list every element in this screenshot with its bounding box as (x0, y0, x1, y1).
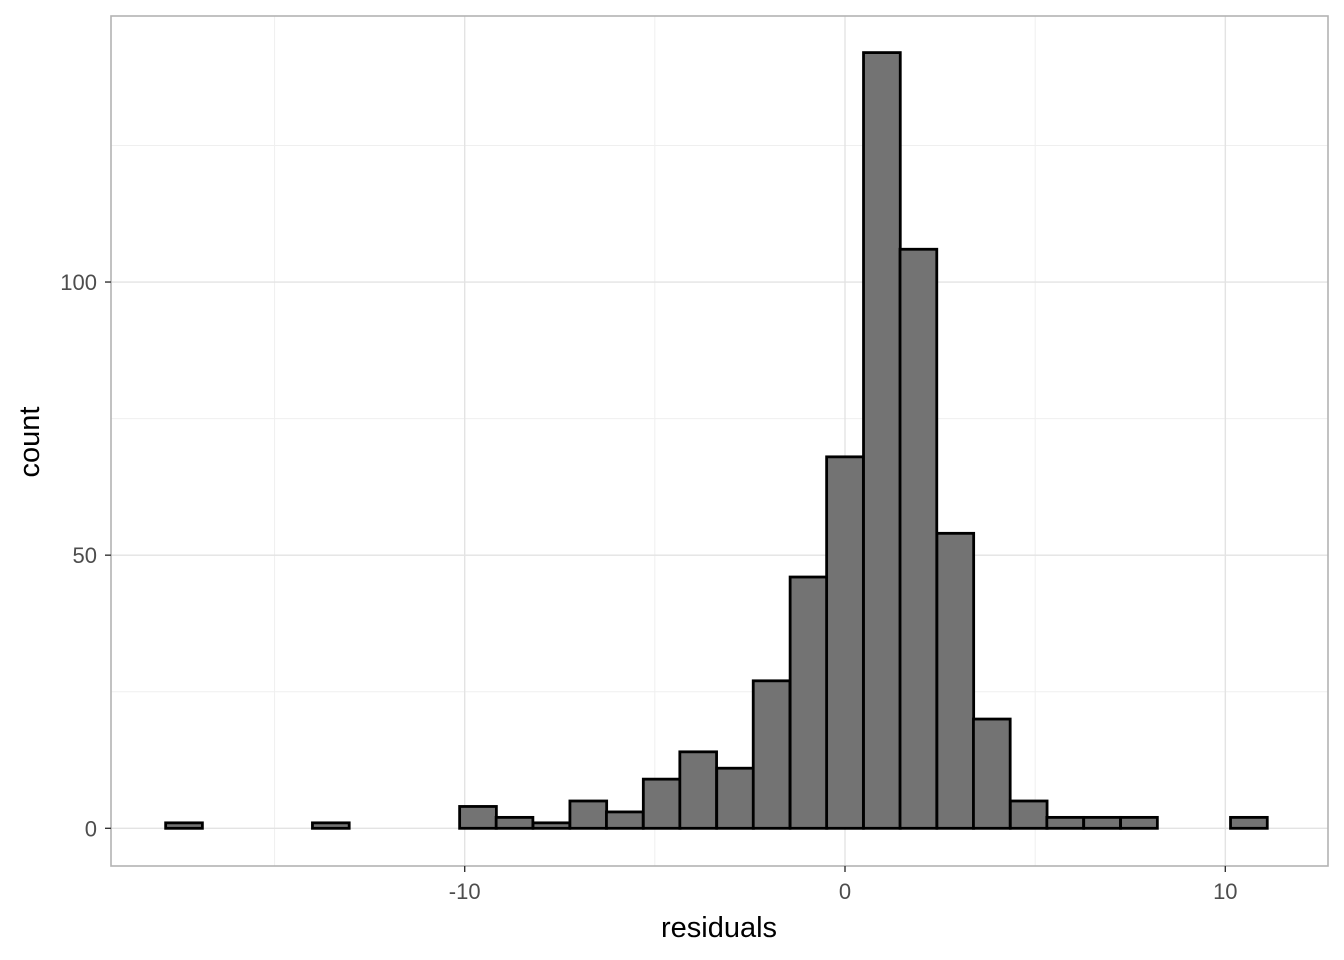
histogram-bar (972, 717, 1012, 830)
x-axis-ticks: -10 0 10 (449, 866, 1238, 904)
x-axis-title: residuals (661, 912, 777, 944)
histogram-bar (1045, 815, 1085, 830)
histogram-bar (1008, 799, 1049, 830)
histogram-bar (751, 679, 792, 830)
histogram-bar (678, 750, 718, 830)
panel-border (110, 15, 1329, 867)
y-axis-ticks: 0 50 100 (60, 270, 111, 841)
histogram-bar (568, 799, 609, 830)
histogram-bar (311, 821, 351, 830)
y-tick-label: 50 (73, 543, 97, 568)
histogram-bar (715, 766, 755, 830)
histogram-bar (935, 531, 976, 830)
histogram-bar (641, 777, 682, 830)
x-tick-label: 0 (839, 879, 851, 904)
y-axis-title: count (14, 407, 46, 478)
histogram-bar (898, 247, 939, 830)
histogram-bar (825, 455, 865, 830)
minor-gridlines (111, 16, 1328, 866)
histogram-bar (1119, 815, 1159, 830)
y-tick-label: 100 (60, 270, 97, 295)
histogram-bar (531, 821, 572, 830)
histogram-bar (1229, 815, 1269, 830)
histogram-bar (862, 51, 902, 830)
y-tick-label: 0 (85, 816, 97, 841)
histogram-bar (494, 815, 535, 830)
histogram-bar (788, 575, 829, 830)
histogram-bar (1082, 815, 1122, 830)
histogram-bar (605, 810, 645, 830)
x-tick-label: -10 (449, 879, 481, 904)
x-tick-label: 10 (1213, 879, 1237, 904)
histogram-bar (458, 805, 498, 830)
histogram-bar (164, 821, 204, 830)
histogram-bars (164, 51, 1269, 830)
